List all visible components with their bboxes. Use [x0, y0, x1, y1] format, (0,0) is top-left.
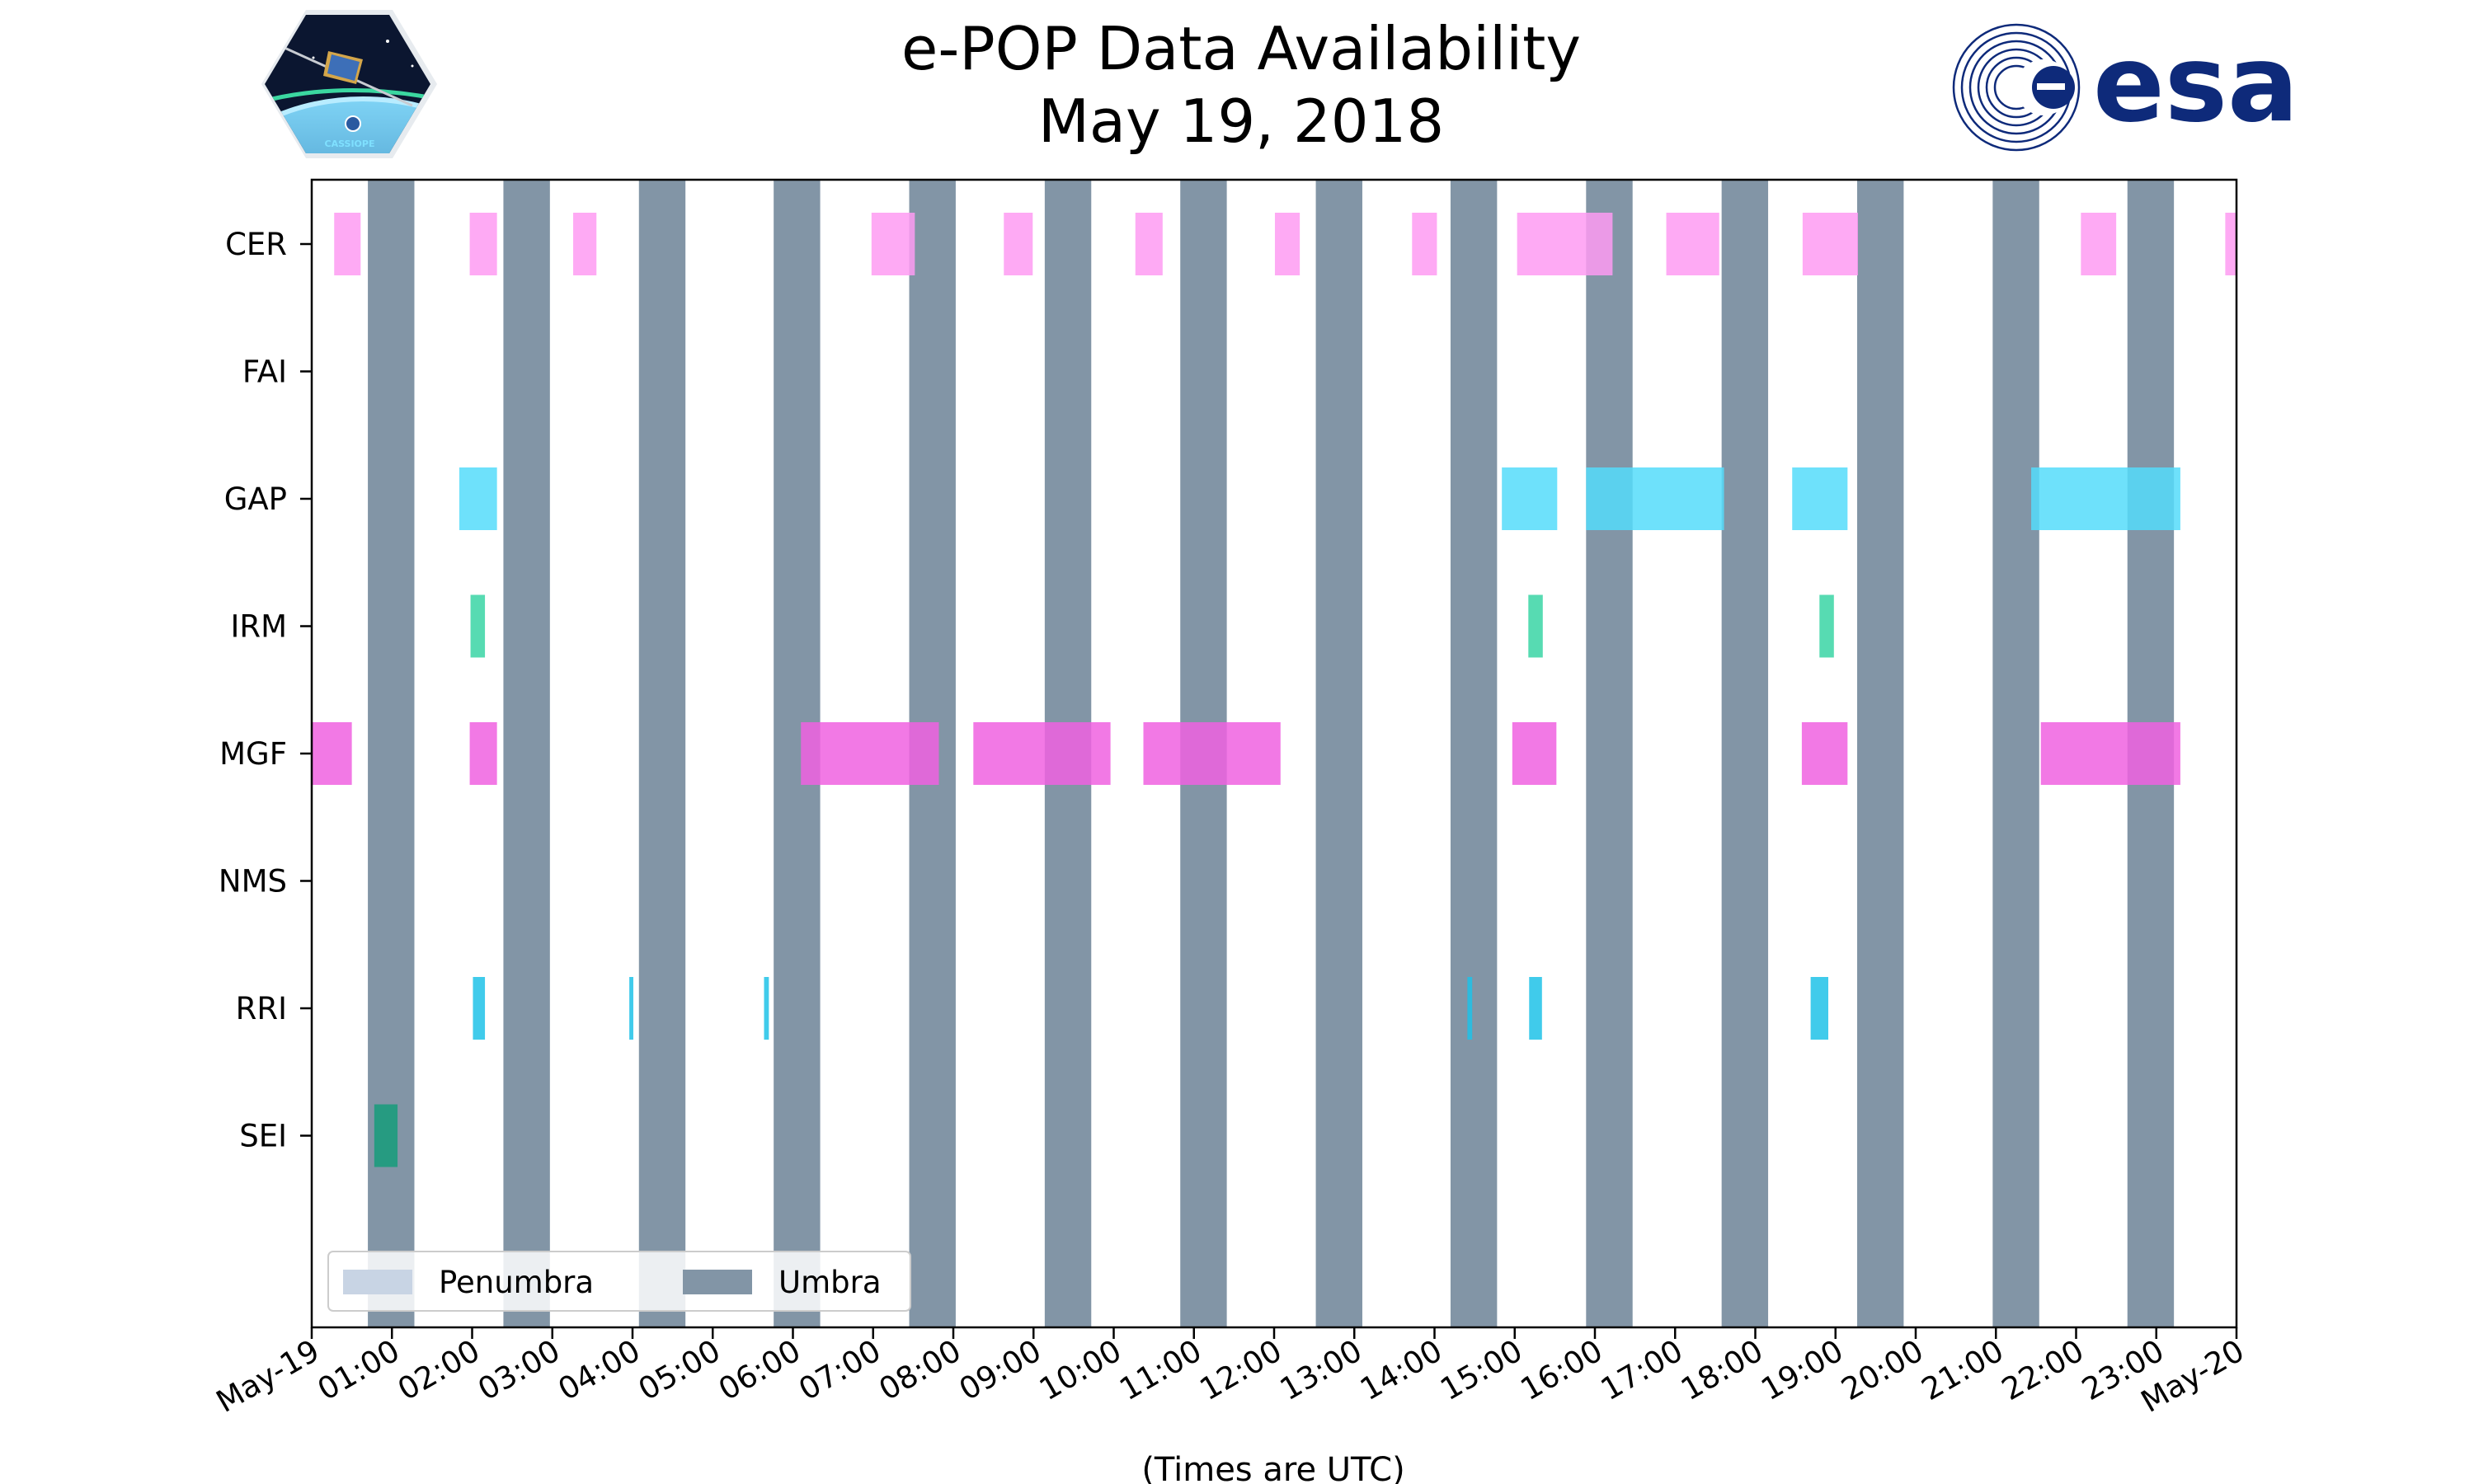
umbra-band-2: [503, 180, 550, 1327]
legend-swatch-penumbra: [343, 1270, 412, 1294]
mgf-availability-bar-1: [312, 722, 352, 785]
x-tick-label-21: 21:00: [1916, 1333, 2010, 1408]
gap-availability-bar-4: [1792, 467, 1848, 530]
sei-availability-bar-1: [374, 1104, 398, 1167]
rri-availability-bar-2: [629, 977, 633, 1040]
cer-availability-bar-8: [1412, 213, 1437, 275]
x-tick-label-8: 08:00: [873, 1333, 967, 1408]
cer-availability-bar-4: [871, 213, 915, 275]
legend-box: [327, 1251, 911, 1312]
cer-availability-bar-7: [1274, 213, 1300, 275]
x-tick-label-16: 16:00: [1515, 1333, 1609, 1408]
x-tick-label-5: 05:00: [633, 1333, 727, 1408]
irm-availability-bar-2: [1528, 594, 1543, 658]
cer-availability-bar-3: [573, 213, 597, 275]
x-tick-label-17: 17:00: [1595, 1333, 1689, 1408]
rri-availability-bar-6: [1810, 977, 1828, 1040]
y-tick-label-gap: GAP: [224, 481, 287, 517]
cer-availability-bar-6: [1135, 213, 1163, 275]
mgf-availability-bar-5: [1143, 722, 1281, 785]
x-tick-label-19: 19:00: [1755, 1333, 1849, 1408]
plot-area: CER FAI GAP IRM MGF NMS RRI SEI May-1901:0002:00…: [210, 178, 2251, 1420]
x-tick-label-20: 20:00: [1836, 1333, 1930, 1408]
x-tick-label-14: 14:00: [1354, 1333, 1448, 1408]
legend-label-penumbra: Penumbra: [439, 1265, 594, 1300]
rri-availability-bar-4: [1467, 977, 1473, 1040]
x-tick-label-4: 04:00: [553, 1333, 647, 1408]
umbra-band-13: [1992, 180, 2039, 1327]
mgf-availability-bar-4: [973, 722, 1111, 785]
chart-subtitle: May 19, 2018: [1038, 87, 1444, 156]
cer-availability-bar-13: [2225, 213, 2236, 275]
mgf-availability-bar-7: [1801, 722, 1848, 785]
x-tick-label-13: 13:00: [1274, 1333, 1368, 1408]
umbra-band-3: [638, 180, 686, 1327]
mgf-availability-bar-3: [801, 722, 939, 785]
x-tick-label-12: 12:00: [1194, 1333, 1288, 1408]
rri-availability-bar-5: [1529, 977, 1542, 1040]
cer-availability-bar-9: [1517, 213, 1613, 275]
chart-title: e-POP Data Availability: [901, 14, 1581, 83]
irm-availability-bar-1: [470, 594, 486, 658]
irm-availability-bar-3: [1819, 594, 1834, 658]
y-tick-label-irm: IRM: [230, 609, 287, 645]
satellite-icon: [284, 46, 413, 107]
x-axis-label: (Times are UTC): [1141, 1451, 1404, 1484]
cer-availability-bar-11: [1802, 213, 1858, 275]
x-tick-label-3: 03:00: [472, 1333, 566, 1408]
cer-availability-bar-2: [469, 213, 497, 275]
cer-availability-bar-5: [1004, 213, 1033, 275]
x-tick-label-2: 02:00: [392, 1333, 486, 1408]
legend-swatch-umbra: [683, 1270, 752, 1294]
x-tick-label-18: 18:00: [1675, 1333, 1769, 1408]
x-tick-label-10: 10:00: [1033, 1333, 1127, 1408]
gap-availability-bar-2: [1502, 467, 1558, 530]
y-tick-label-fai: FAI: [242, 355, 287, 390]
cer-availability-bar-12: [2081, 213, 2117, 275]
x-tick-label-7: 07:00: [793, 1333, 887, 1408]
y-tick-label-sei: SEI: [239, 1119, 287, 1154]
y-tick-label-cer: CER: [225, 227, 287, 262]
rri-availability-bar-1: [473, 977, 486, 1040]
rri-availability-bar-3: [764, 977, 769, 1040]
legend-label-umbra: Umbra: [778, 1265, 882, 1300]
x-tick-label-1: 01:00: [312, 1333, 406, 1408]
x-tick-label-22: 22:00: [1996, 1333, 2090, 1408]
mgf-availability-bar-2: [469, 722, 497, 785]
x-tick-label-15: 15:00: [1434, 1333, 1528, 1408]
gap-availability-bar-1: [459, 467, 497, 530]
esa-logo-text: esa: [2093, 23, 2298, 146]
y-tick-label-rri: RRI: [236, 991, 287, 1026]
x-tick-label-9: 09:00: [953, 1333, 1047, 1408]
x-tick-label-0: May-19: [210, 1333, 326, 1420]
cassiope-logo-text: CASSIOPE: [325, 139, 375, 149]
gap-availability-bar-5: [2031, 467, 2180, 530]
x-tick-label-6: 06:00: [713, 1333, 807, 1408]
umbra-band-11: [1721, 180, 1769, 1327]
cer-availability-bar-10: [1666, 213, 1719, 275]
y-tick-label-nms: NMS: [219, 864, 287, 899]
mgf-availability-bar-6: [1512, 722, 1557, 785]
mgf-availability-bar-8: [2040, 722, 2180, 785]
umbra-band-8: [1315, 180, 1362, 1327]
umbra-band-10: [1586, 180, 1633, 1327]
umbra-band-12: [1857, 180, 1904, 1327]
umbra-band-9: [1450, 180, 1498, 1327]
y-tick-label-mgf: MGF: [219, 736, 287, 772]
x-tick-label-11: 11:00: [1113, 1333, 1207, 1408]
cer-availability-bar-1: [334, 213, 361, 275]
gap-availability-bar-3: [1586, 467, 1724, 530]
esa-logo: esa: [1952, 23, 2298, 152]
